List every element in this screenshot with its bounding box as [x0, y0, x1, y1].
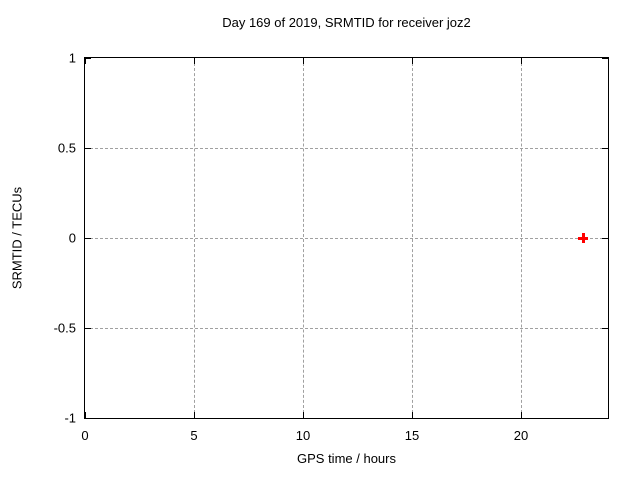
x-tick-bottom: [521, 412, 522, 418]
y-tick-label: 0.5: [57, 140, 76, 156]
y-tick-right: [602, 58, 608, 59]
x-tick-top: [303, 58, 304, 64]
y-tick-label: -1: [64, 410, 76, 426]
x-tick-label: 0: [81, 428, 89, 443]
chart-title: Day 169 of 2019, SRMTID for receiver joz…: [222, 15, 471, 30]
x-tick-label: 10: [295, 428, 311, 443]
y-tick-label: -0.5: [53, 320, 76, 336]
y-tick-right: [602, 328, 608, 329]
y-tick-left: [85, 418, 91, 419]
x-tick-bottom: [303, 412, 304, 418]
y-tick-label: 1: [68, 50, 76, 66]
y-axis-label: SRMTID / TECUs: [9, 186, 25, 290]
x-tick-label: 5: [190, 428, 198, 443]
x-tick-bottom: [85, 412, 86, 418]
x-tick-label: 15: [404, 428, 420, 443]
x-tick-top: [412, 58, 413, 64]
y-tick-right: [602, 238, 608, 239]
x-axis-label: GPS time / hours: [297, 451, 396, 466]
y-gridline: [85, 328, 608, 329]
y-gridline: [85, 238, 608, 239]
y-tick-right: [602, 148, 608, 149]
marker-v-bar: [582, 233, 585, 243]
x-tick-bottom: [194, 412, 195, 418]
y-tick-left: [85, 58, 91, 59]
x-tick-top: [521, 58, 522, 64]
y-tick-right: [602, 418, 608, 419]
y-tick-label: 0: [68, 230, 76, 246]
plot-area: 0 5 10 15 20 1 0.5 0 -0.5 -1: [54, 51, 609, 443]
y-tick-left: [85, 328, 91, 329]
x-tick-top: [194, 58, 195, 64]
x-tick-bottom: [412, 412, 413, 418]
x-tick-top: [85, 58, 86, 64]
y-gridline: [85, 148, 608, 149]
y-tick-left: [85, 238, 91, 239]
x-tick-label: 20: [513, 428, 529, 443]
y-tick-left: [85, 148, 91, 149]
